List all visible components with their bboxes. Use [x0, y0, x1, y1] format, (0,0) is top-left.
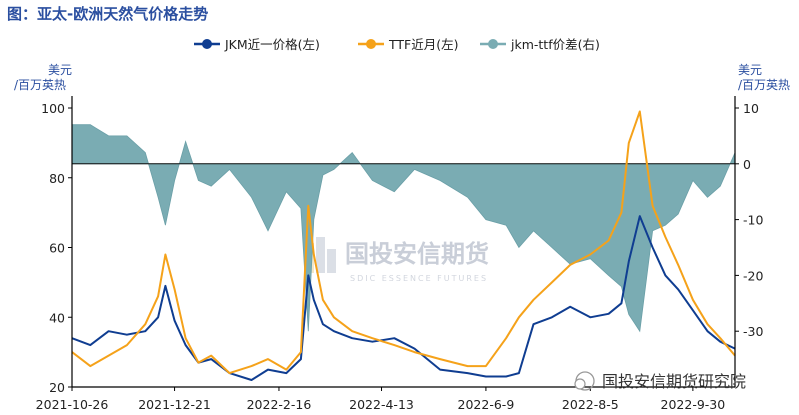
x-tick-label: 2022-6-9	[458, 397, 515, 412]
plot-area	[71, 110, 736, 381]
watermark-en: SDIC ESSENCE FUTURES	[350, 274, 488, 283]
x-tick-label: 2022-8-5	[562, 397, 619, 412]
legend-swatch-dot	[366, 39, 376, 49]
legend-label: TTF近月(左)	[388, 37, 459, 52]
left-axis-unit-line1: 美元	[48, 63, 72, 77]
legend-label: JKM近一价格(左)	[224, 37, 320, 52]
right-tick-label: -10	[743, 213, 763, 228]
left-tick-label: 100	[41, 101, 65, 116]
x-tick-label: 2021-10-26	[36, 397, 109, 412]
x-tick-label: 2022-4-13	[349, 397, 414, 412]
x-tick-label: 2022-9-30	[661, 397, 726, 412]
axes: 20 40 60 80 100 -30 -20 -10 0 10 2021-10-26 2021-12…	[14, 63, 790, 412]
left-tick-label: 80	[49, 171, 65, 186]
x-tick-label: 2021-12-21	[138, 397, 211, 412]
legend-swatch-dot	[202, 39, 212, 49]
left-tick-label: 40	[49, 310, 65, 325]
series-spread-area	[71, 124, 736, 333]
legend-swatch-dot	[488, 39, 498, 49]
right-tick-label: 0	[743, 157, 751, 172]
series-jkm-line	[71, 215, 736, 381]
x-tick-label: 2022-2-16	[247, 397, 312, 412]
right-axis-unit-line2: /百万英热	[738, 78, 790, 92]
source-badge-text: 国投安信期货研究院	[602, 372, 746, 391]
right-axis-unit-line1: 美元	[738, 63, 762, 77]
left-tick-label: 20	[49, 380, 65, 395]
watermark: 国投安信期货 SDIC ESSENCE FUTURES	[305, 237, 489, 283]
left-tick-label: 60	[49, 241, 65, 256]
right-tick-label: 10	[743, 101, 759, 116]
left-axis-unit-line2: /百万英热	[14, 78, 66, 92]
source-badge: 国投安信期货研究院	[574, 371, 746, 391]
series-ttf-line	[71, 110, 736, 375]
legend-label: jkm-ttf价差(右)	[510, 37, 600, 52]
watermark-cn: 国投安信期货	[345, 240, 489, 268]
legend: JKM近一价格(左) TTF近月(左) jkm-ttf价差(右)	[194, 37, 600, 52]
right-tick-label: -20	[743, 268, 763, 283]
right-tick-label: -30	[743, 324, 763, 339]
chart-title: 图：亚太-欧洲天然气价格走势	[7, 5, 209, 23]
